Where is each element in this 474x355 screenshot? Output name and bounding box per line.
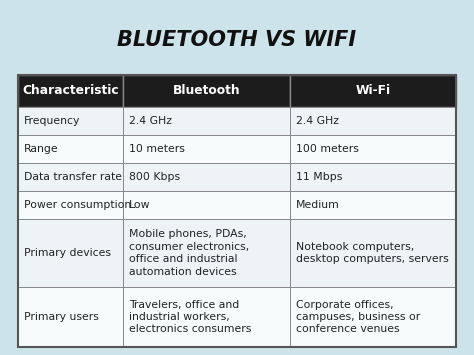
Bar	[290, 191, 456, 219]
Text: 100 meters: 100 meters	[296, 144, 358, 154]
Bar	[18, 107, 123, 135]
Text: Corporate offices,
campuses, business or
conference venues: Corporate offices, campuses, business or…	[296, 300, 420, 334]
Bar	[290, 219, 456, 287]
Bar	[123, 75, 290, 107]
Text: Notebook computers,
desktop computers, servers: Notebook computers, desktop computers, s…	[296, 242, 448, 264]
Bar	[18, 75, 456, 347]
Bar	[290, 107, 456, 135]
Text: Low: Low	[129, 200, 151, 210]
Bar	[290, 75, 456, 107]
Bar	[18, 75, 123, 107]
Bar	[18, 191, 123, 219]
Text: Data transfer rate: Data transfer rate	[24, 172, 122, 182]
Bar	[290, 287, 456, 347]
Text: 10 meters: 10 meters	[129, 144, 185, 154]
Text: Mobile phones, PDAs,
consumer electronics,
office and industrial
automation devi: Mobile phones, PDAs, consumer electronic…	[129, 229, 249, 277]
Bar	[123, 107, 290, 135]
Text: Wi-Fi: Wi-Fi	[355, 84, 391, 98]
Bar	[123, 219, 290, 287]
Text: Power consumption: Power consumption	[24, 200, 131, 210]
Bar	[123, 191, 290, 219]
Bar	[123, 135, 290, 163]
Text: 800 Kbps: 800 Kbps	[129, 172, 180, 182]
Text: Primary users: Primary users	[24, 312, 99, 322]
Bar	[123, 163, 290, 191]
Text: 2.4 GHz: 2.4 GHz	[296, 116, 338, 126]
Text: Range: Range	[24, 144, 59, 154]
Text: Frequency: Frequency	[24, 116, 81, 126]
Text: Medium: Medium	[296, 200, 339, 210]
Bar	[18, 135, 123, 163]
Text: Travelers, office and
industrial workers,
electronics consumers: Travelers, office and industrial workers…	[129, 300, 252, 334]
Text: Bluetooth: Bluetooth	[173, 84, 240, 98]
Text: BLUETOOTH VS WIFI: BLUETOOTH VS WIFI	[118, 30, 356, 50]
Bar	[18, 219, 123, 287]
Bar	[123, 287, 290, 347]
Bar	[18, 287, 123, 347]
Text: 2.4 GHz: 2.4 GHz	[129, 116, 172, 126]
Bar	[18, 163, 123, 191]
Text: Primary devices: Primary devices	[24, 248, 111, 258]
Bar	[290, 135, 456, 163]
Text: Characteristic: Characteristic	[22, 84, 119, 98]
Bar	[290, 163, 456, 191]
Text: 11 Mbps: 11 Mbps	[296, 172, 342, 182]
